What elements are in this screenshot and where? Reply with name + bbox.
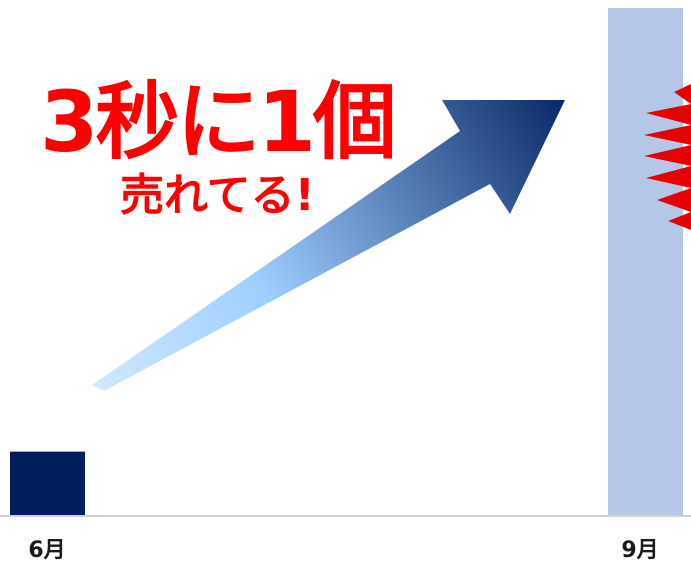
category-label-2: 9月: [621, 538, 658, 562]
bar-1: [10, 451, 85, 515]
starburst-icon: [644, 84, 691, 230]
category-labels: 6月 9月: [28, 538, 658, 562]
category-label-1: 6月: [28, 538, 65, 562]
subheadline-annotation: 売れてる!: [120, 170, 315, 221]
growth-arrow-icon: [92, 100, 565, 391]
headline-annotation: 3秒に1個: [40, 73, 394, 171]
bars-group: [10, 8, 683, 515]
bar-2: [608, 8, 683, 515]
